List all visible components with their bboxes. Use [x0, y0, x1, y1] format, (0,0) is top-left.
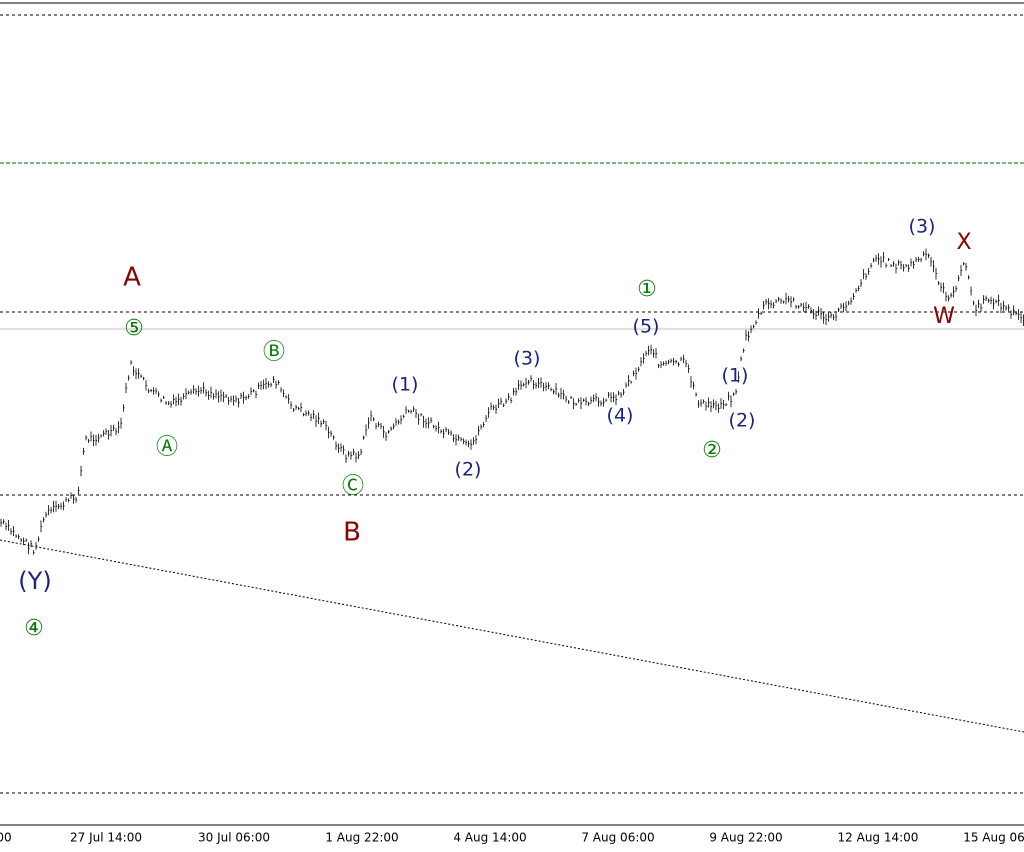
x-tick-label: 12 Aug 14:00: [838, 831, 919, 845]
x-tick-label: 1 Aug 22:00: [325, 831, 398, 845]
x-tick-label: 15 Aug 06: [963, 831, 1024, 845]
wave-label: W: [933, 304, 955, 329]
wave-label: Ⓐ: [156, 435, 178, 460]
wave-label: (1): [392, 374, 419, 396]
x-tick-label: 27 Jul 14:00: [70, 831, 142, 845]
x-axis: 00 27 Jul 14:00 30 Jul 06:00 1 Aug 22:00…: [0, 831, 1024, 845]
wave-label: (2): [455, 459, 482, 481]
x-tick-label: 00: [0, 831, 12, 845]
wave-label: Ⓑ: [263, 340, 285, 365]
x-tick-label: 7 Aug 06:00: [581, 831, 654, 845]
wave-label: B: [343, 518, 361, 548]
wave-label: ②: [702, 438, 722, 463]
wave-label: X: [956, 230, 971, 255]
wave-label: (1): [722, 365, 749, 387]
wave-label: A: [123, 263, 141, 293]
wave-label: (Y): [18, 567, 51, 595]
x-tick-label: 30 Jul 06:00: [198, 831, 270, 845]
wave-label: Ⓒ: [342, 474, 364, 499]
wave-label: ①: [637, 277, 657, 302]
wave-label: (3): [514, 348, 541, 370]
wave-label: (4): [607, 405, 634, 427]
wave-label: (3): [909, 216, 936, 238]
wave-label: (5): [633, 316, 660, 338]
wave-label: (2): [729, 410, 756, 432]
wave-label: ⑤: [124, 316, 144, 341]
wave-label: ④: [24, 616, 44, 641]
price-bars-path: [0, 248, 1024, 555]
chart-frame: [0, 2, 1024, 826]
wave-labels: A ⑤ Ⓐ Ⓑ Ⓒ B (1) (2) (3) (4) (5) ① ② (1) …: [18, 216, 971, 642]
price-bars: [0, 248, 1024, 555]
x-tick-label: 9 Aug 22:00: [709, 831, 782, 845]
x-tick-label: 4 Aug 14:00: [453, 831, 526, 845]
